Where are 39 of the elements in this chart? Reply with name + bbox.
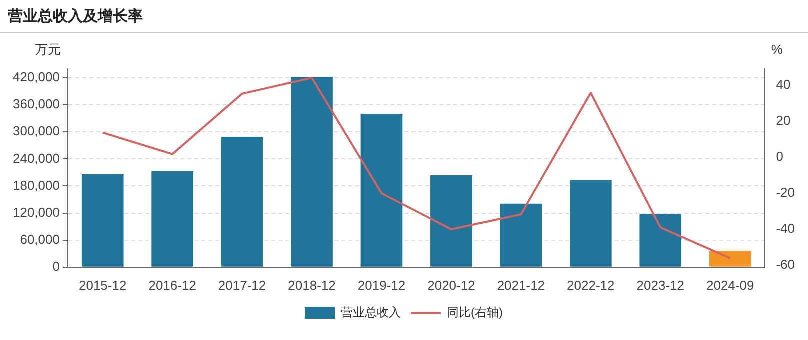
x-tick-label: 2022-12 bbox=[567, 278, 615, 293]
x-tick-label: 2015-12 bbox=[78, 278, 127, 293]
legend-label: 同比(右轴) bbox=[447, 305, 504, 320]
y2-tick-label: 0 bbox=[776, 148, 784, 164]
y2-tick-label: -40 bbox=[776, 221, 796, 236]
bar bbox=[430, 175, 472, 267]
legend-label: 营业总收入 bbox=[341, 305, 402, 320]
y-tick-label: 0 bbox=[52, 258, 60, 274]
y-tick-label: 180,000 bbox=[12, 178, 60, 193]
y-tick-label: 60,000 bbox=[20, 232, 60, 247]
y-tick-label: 300,000 bbox=[12, 124, 60, 139]
y-tick-label: 120,000 bbox=[12, 204, 60, 220]
bar bbox=[291, 77, 333, 267]
bar bbox=[152, 171, 194, 267]
y-tick-label: 240,000 bbox=[12, 150, 60, 166]
bar bbox=[570, 180, 612, 267]
y2-tick-label: -60 bbox=[776, 257, 796, 272]
y-tick-label: 360,000 bbox=[12, 96, 60, 112]
x-tick-label: 2021-12 bbox=[497, 278, 546, 293]
x-tick-label: 2020-12 bbox=[428, 278, 476, 293]
bar bbox=[360, 114, 403, 267]
bar bbox=[640, 214, 682, 267]
x-tick-label: 2024-09 bbox=[706, 278, 754, 293]
chart-title: 营业总收入及增长率 bbox=[0, 0, 808, 33]
bar bbox=[82, 174, 124, 267]
y2-axis-title: % bbox=[771, 42, 784, 58]
x-tick-label: 2023-12 bbox=[636, 278, 684, 293]
x-tick-label: 2018-12 bbox=[288, 278, 336, 293]
y2-tick-label: 40 bbox=[776, 76, 791, 92]
bar bbox=[500, 204, 542, 267]
y-tick-label: 420,000 bbox=[12, 70, 60, 85]
bar bbox=[709, 251, 752, 267]
bar bbox=[221, 137, 264, 267]
y2-tick-label: 20 bbox=[776, 112, 791, 128]
x-tick-label: 2017-12 bbox=[218, 278, 266, 293]
x-tick-label: 2016-12 bbox=[148, 278, 196, 293]
y-axis-title: 万元 bbox=[34, 42, 61, 58]
y2-tick-label: -20 bbox=[776, 185, 796, 200]
x-tick-label: 2019-12 bbox=[358, 278, 406, 293]
